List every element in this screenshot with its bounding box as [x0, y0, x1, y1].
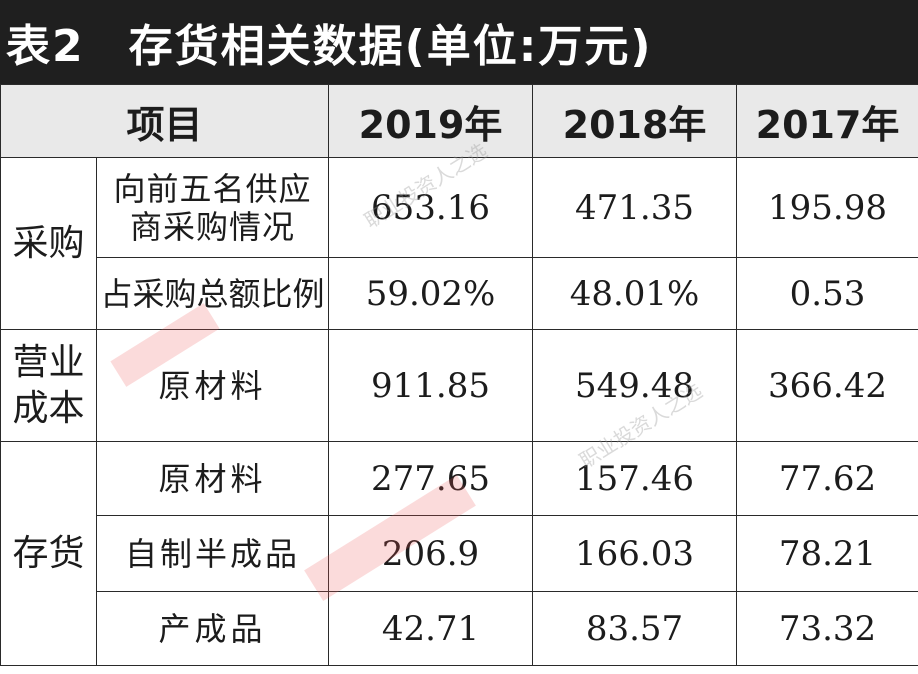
header-2019: 2019年 — [328, 84, 534, 158]
header-item: 项目 — [0, 84, 330, 158]
table-row: 存货 原材料 277.65 157.46 77.62 — [0, 441, 918, 666]
value-cell: 366.42 — [736, 329, 918, 442]
table-row: 产成品 42.71 83.57 73.32 — [1, 591, 918, 666]
item-top5-suppliers: 向前五名供应 商采购情况 — [95, 157, 330, 258]
value-cell: 277.65 — [328, 441, 534, 516]
item-raw-materials: 原材料 — [95, 441, 330, 516]
value-cell: 73.32 — [736, 591, 918, 666]
table-row: 采购 向前五名供应 商采购情况 653.16 471.35 195.98 — [0, 157, 918, 330]
header-2017: 2017年 — [736, 84, 918, 158]
header-2018: 2018年 — [532, 84, 738, 158]
value-cell: 83.57 — [532, 591, 738, 666]
item-line: 向前五名供应 — [113, 169, 312, 208]
item-line: 商采购情况 — [130, 207, 296, 246]
value-cell: 195.98 — [736, 157, 918, 258]
category-line: 成本 — [12, 387, 85, 429]
value-cell: 206.9 — [328, 515, 534, 592]
table-row: 自制半成品 206.9 166.03 78.21 — [1, 515, 918, 592]
table-number: 表2 — [6, 21, 85, 72]
value-cell: 78.21 — [736, 515, 918, 592]
item-finished-goods: 产成品 — [95, 591, 330, 666]
value-cell: 0.53 — [736, 257, 918, 330]
table-title-text: 存货相关数据(单位:万元) — [128, 21, 653, 72]
value-cell: 653.16 — [328, 157, 534, 258]
value-cell: 157.46 — [532, 441, 738, 516]
item-semi-finished: 自制半成品 — [95, 515, 330, 592]
value-cell: 48.01% — [532, 257, 738, 330]
table-row: 占采购总额比例 59.02% 48.01% 0.53 — [1, 257, 918, 330]
inventory-data-table: 项目 2019年 2018年 2017年 采购 向前五名供应 商采购情况 653… — [0, 84, 918, 666]
value-cell: 471.35 — [532, 157, 738, 258]
value-cell: 549.48 — [532, 329, 738, 442]
value-cell: 59.02% — [328, 257, 534, 330]
value-cell: 166.03 — [532, 515, 738, 592]
header-row: 项目 2019年 2018年 2017年 — [0, 84, 918, 158]
item-share-of-purchases: 占采购总额比例 — [95, 257, 330, 330]
value-cell: 77.62 — [736, 441, 918, 516]
category-inventory: 存货 — [0, 441, 97, 666]
table-title: 表2 存货相关数据(单位:万元) — [0, 0, 918, 84]
category-procurement: 采购 — [0, 157, 97, 330]
value-cell: 911.85 — [328, 329, 534, 442]
table-row: 营业 成本 原材料 911.85 549.48 366.42 — [0, 329, 918, 442]
item-raw-materials: 原材料 — [95, 329, 330, 442]
category-operating-cost: 营业 成本 — [0, 329, 97, 442]
category-line: 营业 — [12, 341, 85, 383]
value-cell: 42.71 — [328, 591, 534, 666]
